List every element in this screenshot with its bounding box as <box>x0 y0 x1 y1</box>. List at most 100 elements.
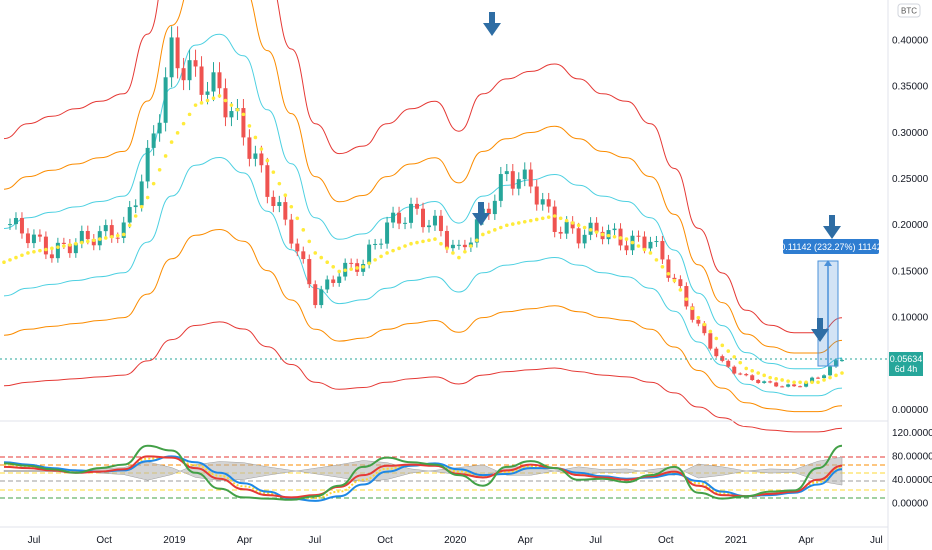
ma-dot <box>672 278 677 283</box>
ma-dot <box>97 237 102 241</box>
ma-dot <box>612 234 617 239</box>
time-label: Jul <box>589 535 602 546</box>
ma-dot <box>499 225 503 230</box>
ma-dot <box>247 124 252 128</box>
price-axis[interactable]: 0.40000 0.35000 0.30000 0.25000 0.20000 0.150… <box>892 35 929 416</box>
candle-body <box>636 235 641 237</box>
measure-tool[interactable]: 0.11142 (232.27%) 11142 <box>780 239 882 367</box>
ma-dot <box>307 239 312 244</box>
ma-dot <box>582 225 587 230</box>
candle-body <box>271 196 276 207</box>
time-axis[interactable]: Jul Oct 2019 Apr Jul Oct 2020 Apr Jul Oct 2021 Apr J… <box>28 535 883 546</box>
price-tick-label: 0.25000 <box>892 174 929 185</box>
ma-dot <box>56 245 60 249</box>
ma-dot <box>720 343 725 348</box>
candle-body <box>307 259 312 285</box>
candle-body <box>25 233 30 244</box>
candle-body <box>768 381 773 383</box>
candle-body <box>121 222 126 238</box>
candle-body <box>379 243 384 245</box>
time-label: 2020 <box>444 535 467 546</box>
ma-dot <box>271 170 276 174</box>
oscillator-axis[interactable]: 120.00000 80.00000 40.00000 0.00000 <box>892 428 932 509</box>
candle-body <box>678 279 683 287</box>
ma-dot <box>558 216 563 221</box>
ma-dot <box>445 246 449 251</box>
time-label: Jul <box>308 535 321 546</box>
arrow-down-icon <box>811 318 829 342</box>
measure-label-box <box>783 239 879 254</box>
candle-body <box>450 244 455 249</box>
candle-body <box>558 231 563 234</box>
ma-dot <box>187 112 192 117</box>
ma-dot <box>223 98 228 103</box>
ma-dot <box>552 214 557 218</box>
ma-dot <box>20 253 24 258</box>
ma-dot <box>840 371 844 375</box>
ma-dot <box>618 236 623 240</box>
ma-dot <box>319 255 324 260</box>
candle-body <box>582 234 587 244</box>
ma-dot <box>62 244 66 248</box>
candle-body <box>337 276 342 283</box>
ma-dot <box>822 378 826 382</box>
ma-dot <box>475 238 479 243</box>
time-label: Jul <box>28 535 41 546</box>
candle-body <box>774 382 779 387</box>
candle-body <box>690 306 695 320</box>
price-tick-label: 0.40000 <box>892 35 929 46</box>
ma-dot <box>397 246 401 251</box>
ma-dot <box>367 261 371 266</box>
candle-body <box>576 228 581 244</box>
ma-dot <box>193 103 198 107</box>
ma-dot <box>229 103 234 107</box>
ma-dot <box>564 218 569 223</box>
candle-body <box>720 356 725 361</box>
ma-dot <box>636 244 641 248</box>
candle-body <box>397 212 402 224</box>
ma-dot <box>522 219 527 224</box>
band-outer-lower <box>3 321 843 433</box>
candle-body <box>564 221 569 234</box>
ma-dot <box>528 218 533 223</box>
ma-dot <box>702 322 707 327</box>
ma-dot <box>684 297 689 301</box>
candle-body <box>241 108 246 138</box>
ma-dot <box>133 214 138 218</box>
candle-body <box>612 228 617 231</box>
candle-body <box>828 366 833 376</box>
ma-dot <box>349 267 353 271</box>
candle-body <box>91 239 96 246</box>
candle-body <box>546 199 551 207</box>
price-tick-label: 0.00000 <box>892 405 929 416</box>
candle-body <box>199 66 204 95</box>
ma-dot <box>756 371 760 375</box>
ma-dot <box>768 375 772 380</box>
candle-body <box>798 386 803 388</box>
ma-dot <box>211 96 216 101</box>
ma-dot <box>816 380 820 385</box>
time-label: Oct <box>377 535 393 546</box>
candle-body <box>229 111 234 118</box>
candle-body <box>127 207 132 223</box>
ma-dot <box>2 260 6 264</box>
candle-body <box>409 203 414 223</box>
candle-body <box>816 377 821 379</box>
candle-body <box>714 348 719 357</box>
annotation-arrows <box>472 12 841 342</box>
ma-dot <box>44 247 48 252</box>
candle-body <box>696 319 701 324</box>
osc-tick-label: 40.00000 <box>892 475 932 486</box>
time-label: Apr <box>798 535 814 546</box>
candle-body <box>259 153 264 166</box>
candle-body <box>456 244 461 246</box>
osc-tick-label: 0.00000 <box>892 498 929 509</box>
ma-dot <box>217 94 222 98</box>
candle-body <box>169 37 174 78</box>
candle-body <box>193 60 198 67</box>
ma-dot <box>696 315 701 320</box>
candle-body <box>385 222 390 244</box>
candle-body <box>133 205 138 208</box>
